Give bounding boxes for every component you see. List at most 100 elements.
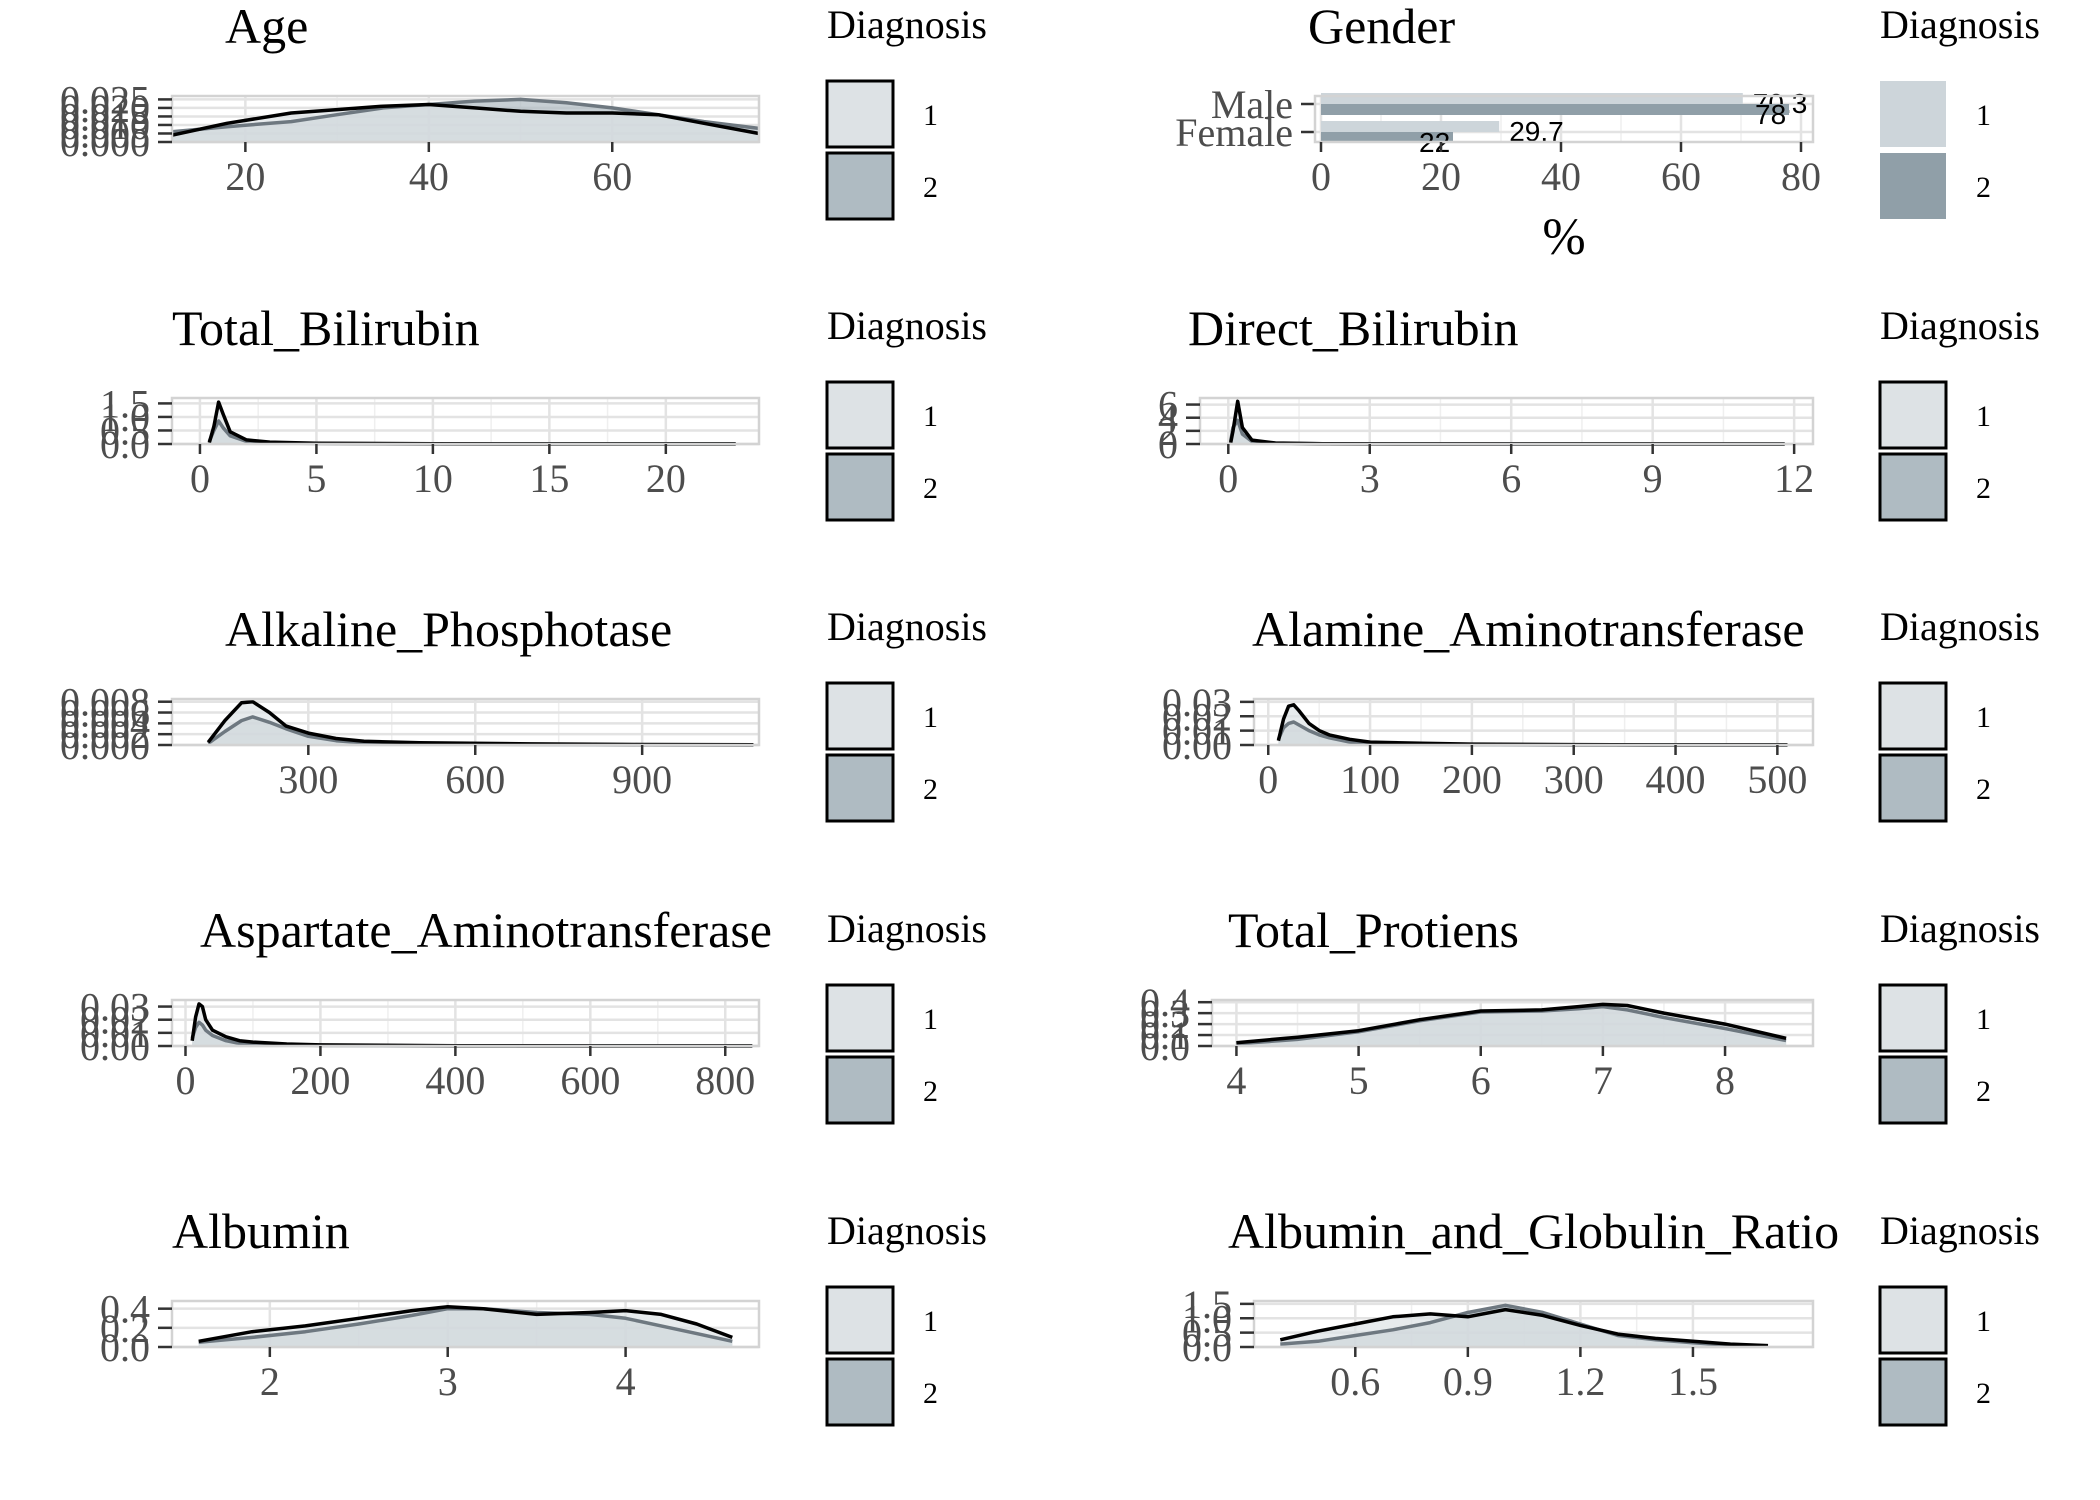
density-line-1: [171, 102, 760, 137]
density-area-1: [208, 701, 754, 745]
y-tick-label: Male: [1211, 82, 1293, 127]
y-tick-label: 0.025: [60, 77, 150, 122]
bar-female-2: [1321, 132, 1453, 143]
legend: Diagnosis 1 2: [1878, 1208, 2040, 1427]
legend-title: Diagnosis: [827, 906, 987, 951]
legend: Diagnosis 1 2: [825, 906, 987, 1125]
density-line-1: [1279, 1307, 1769, 1348]
panel-title: Total_Protiens: [1228, 902, 1519, 958]
legend-title: Diagnosis: [1880, 303, 2040, 348]
plot-border: [1252, 697, 1815, 747]
legend-key-1: [1878, 1285, 1948, 1355]
y-tick-label: 0.002: [60, 712, 150, 757]
panel-title: Total_Bilirubin: [172, 300, 480, 356]
x-tick-label: 200: [1442, 757, 1502, 802]
panel-aspartate-aminotransferase: Aspartate_Aminotransferase Diagnosis 1 2 0.0…: [80, 902, 987, 1125]
y-tick-label: 1.5: [100, 381, 150, 426]
legend-key-2: [1878, 1055, 1948, 1125]
density-area-1: [1278, 704, 1788, 745]
x-tick-label: 100: [1340, 757, 1400, 802]
panel-title: Albumin_and_Globulin_Ratio: [1228, 1203, 1839, 1259]
legend-label-2: 2: [1976, 1377, 1991, 1410]
legend-label-1: 1: [1976, 1003, 1991, 1036]
legend-label-1: 1: [923, 1003, 938, 1036]
y-tick-label: 0.006: [60, 691, 150, 736]
legend-label-2: 2: [1976, 472, 1991, 505]
y-tick-label: 0.2: [100, 1306, 150, 1351]
plot-border: [1313, 94, 1815, 144]
y-tick-label: 2: [1158, 409, 1178, 454]
x-tick-label: 0.6: [1330, 1359, 1380, 1404]
x-tick-label: 6: [1501, 456, 1521, 501]
y-tick-label: 0.4: [100, 1287, 150, 1332]
x-tick-label: 0: [190, 456, 210, 501]
y-tick-label: 4: [1158, 396, 1178, 441]
panel-albumin-and-globulin-ratio: Albumin_and_Globulin_Ratio Diagnosis 1 2 0.0…: [1182, 1203, 2040, 1427]
plot-border: [170, 94, 761, 144]
x-tick-label: 3: [438, 1359, 458, 1404]
legend-key-2: [1878, 1357, 1948, 1427]
legend-label-1: 1: [923, 400, 938, 433]
legend: Diagnosis 1 2: [1878, 303, 2040, 522]
panel-title: Albumin: [172, 1203, 350, 1259]
bar-female-1: [1321, 121, 1500, 132]
legend-key-2: [825, 452, 895, 522]
legend-key-1: [825, 983, 895, 1053]
legend-key-2: [1880, 153, 1946, 219]
x-tick-label: 0: [175, 1058, 195, 1103]
legend-label-2: 2: [1976, 773, 1991, 806]
x-tick-label: 60: [1661, 154, 1701, 199]
legend-title: Diagnosis: [827, 1208, 987, 1253]
x-tick-label: 1.2: [1555, 1359, 1605, 1404]
y-tick-label: 0.03: [80, 985, 150, 1030]
y-tick-label: 0.01: [1162, 709, 1232, 754]
legend-label-1: 1: [923, 1305, 938, 1338]
legend: Diagnosis 1 2: [825, 1208, 987, 1427]
x-tick-label: 20: [646, 456, 686, 501]
panel-age: Age Diagnosis 1 2 0.0000.0050.0100.0150.0200…: [60, 0, 987, 221]
y-tick-label: 0.000: [60, 723, 150, 768]
plot-border: [1198, 396, 1815, 446]
legend-key-1: [1880, 81, 1946, 147]
y-tick-label: 0.010: [60, 103, 150, 148]
panel-title: Age: [225, 0, 308, 54]
legend-key-1: [1878, 983, 1948, 1053]
y-tick-label: 0.0: [1182, 1325, 1232, 1370]
legend-key-2: [825, 753, 895, 823]
y-tick-label: 1.5: [1182, 1282, 1232, 1327]
y-tick-label: 0.0: [1140, 1024, 1190, 1069]
y-tick-label: 0.004: [60, 701, 150, 746]
legend-label-1: 1: [1976, 701, 1991, 734]
y-tick-label: 1.0: [1182, 1296, 1232, 1341]
y-tick-label: 0.0: [100, 422, 150, 467]
panel-title: Gender: [1308, 0, 1455, 54]
y-tick-label: 0.2: [1140, 1002, 1190, 1047]
legend: Diagnosis 1 2: [1878, 604, 2040, 823]
y-tick-label: 0.3: [1140, 991, 1190, 1036]
x-tick-label: 6: [1471, 1058, 1491, 1103]
x-tick-label: 400: [425, 1058, 485, 1103]
y-tick-label: 0.02: [1162, 694, 1232, 739]
legend-key-1: [1878, 681, 1948, 751]
y-tick-label: 0.1: [1140, 1013, 1190, 1058]
legend-label-2: 2: [923, 171, 938, 204]
density-line-1: [198, 1305, 733, 1344]
x-tick-label: 12: [1774, 456, 1814, 501]
y-tick-label: 0.02: [80, 998, 150, 1043]
x-tick-label: 7: [1593, 1058, 1613, 1103]
x-tick-label: 400: [1646, 757, 1706, 802]
y-tick-label: 0.00: [80, 1024, 150, 1069]
x-tick-label: 2: [260, 1359, 280, 1404]
x-tick-label: 1.5: [1668, 1359, 1718, 1404]
panel-title: Alkaline_Phosphotase: [225, 601, 672, 657]
legend-title: Diagnosis: [827, 303, 987, 348]
x-tick-label: 600: [560, 1058, 620, 1103]
legend-title: Diagnosis: [1880, 906, 2040, 951]
x-tick-label: 0: [1218, 456, 1238, 501]
bar-label-male-2: 78: [1755, 99, 1786, 130]
legend-label-2: 2: [923, 1075, 938, 1108]
plot-border: [170, 998, 761, 1048]
legend-label-1: 1: [1976, 1305, 1991, 1338]
